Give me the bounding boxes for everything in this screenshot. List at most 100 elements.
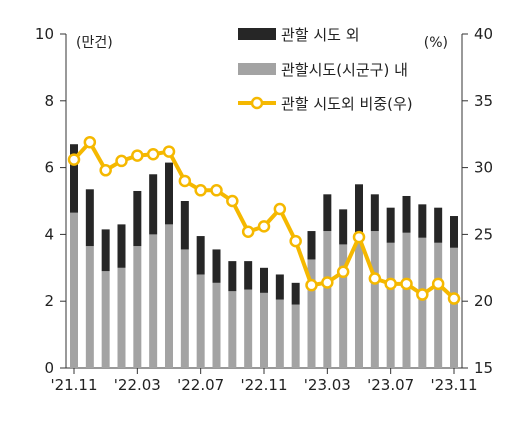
bar-outside — [370, 194, 379, 232]
bar-inside — [355, 234, 363, 368]
bar-inside — [196, 274, 205, 368]
bar-inside — [228, 291, 237, 368]
share-point — [178, 174, 192, 188]
x-tick-label: '22.11 — [240, 376, 287, 394]
left-tick-label: 4 — [44, 225, 54, 243]
bar-outside — [101, 229, 110, 272]
x-tick-label: '23.03 — [304, 376, 351, 394]
share-point — [447, 292, 461, 305]
bar-outside — [307, 231, 316, 260]
x-tick-label: '22.03 — [114, 376, 161, 394]
left-tick-label: 0 — [44, 359, 54, 377]
bar-outside — [149, 174, 158, 235]
right-tick-label: 40 — [474, 25, 493, 43]
bar-inside — [180, 249, 189, 368]
right-axis-unit: (%) — [424, 35, 448, 51]
right-ticks: 15 20 25 30 35 40 — [462, 25, 493, 377]
x-ticks: '21.11 '22.03 '22.07 '22.11 '23.03 '23.07 '23.… — [50, 368, 478, 394]
bar-outside — [323, 194, 332, 232]
bar-outside — [165, 162, 173, 225]
bar-outside — [228, 261, 237, 292]
left-tick-label: 8 — [44, 92, 54, 110]
right-tick-label: 35 — [474, 92, 493, 110]
x-tick-label: '22.07 — [177, 376, 224, 394]
bar-inside — [402, 232, 411, 368]
bar-inside — [370, 231, 379, 368]
bar-outside — [402, 195, 411, 233]
bar-inside — [418, 237, 427, 368]
bar-inside — [260, 292, 268, 368]
share-point — [115, 154, 128, 168]
share-point — [131, 149, 144, 162]
bar-outside — [386, 207, 395, 243]
share-point — [400, 277, 413, 291]
bar-inside — [450, 247, 458, 368]
bar-inside — [117, 267, 126, 368]
share-point — [336, 265, 350, 279]
legend-label-share: 관할 시도외 비중(우) — [281, 95, 413, 113]
share-point — [384, 277, 397, 291]
bar-outside — [450, 216, 458, 248]
share-point — [416, 288, 429, 301]
bar-inside — [244, 289, 253, 368]
bar-outside — [212, 249, 221, 283]
bar-inside — [149, 234, 158, 368]
share-point — [83, 135, 97, 149]
bar-inside — [212, 282, 221, 368]
bar-inside — [165, 224, 173, 368]
share-point — [289, 234, 302, 248]
right-tick-label: 15 — [474, 359, 493, 377]
legend-label-outside: 관할 시도 외 — [281, 26, 360, 44]
bar-inside — [386, 242, 395, 368]
x-tick-label: '21.11 — [50, 376, 97, 394]
legend-swatch-outside — [238, 28, 276, 40]
legend-label-inside: 관할시도(시군구) 내 — [281, 61, 408, 79]
bar-inside — [434, 242, 443, 368]
share-line-layer — [67, 135, 461, 305]
share-point — [241, 225, 255, 238]
bar-inside — [323, 231, 332, 368]
bar-inside — [85, 246, 94, 368]
bar-outside — [180, 201, 189, 250]
bar-outside — [117, 224, 126, 268]
bar-inside — [70, 212, 78, 368]
bar-inside — [275, 299, 284, 368]
left-axis-unit: (만건) — [76, 35, 113, 51]
bar-outside — [291, 282, 300, 305]
legend: 관할 시도 외 관할시도(시군구) 내 관할 시도외 비중(우) — [238, 26, 413, 113]
share-point — [226, 194, 239, 208]
bar-outside — [133, 190, 142, 247]
bar-outside — [355, 184, 363, 235]
bar-outside — [260, 267, 268, 293]
share-point — [194, 184, 207, 197]
share-point — [352, 230, 366, 244]
bar-inside — [101, 271, 110, 368]
legend-swatch-share-marker — [250, 96, 264, 110]
share-point — [67, 153, 81, 166]
share-point — [99, 164, 112, 177]
share-point — [162, 145, 176, 158]
bar-outside — [418, 204, 427, 238]
right-tick-label: 25 — [474, 225, 493, 243]
share-point — [210, 184, 223, 197]
bar-outside — [275, 274, 284, 300]
bar-outside — [70, 144, 78, 213]
right-tick-label: 30 — [474, 159, 493, 177]
bar-outside — [85, 189, 94, 247]
share-point — [146, 147, 160, 161]
bar-inside — [307, 259, 316, 368]
bar-inside — [133, 246, 142, 368]
share-point — [257, 220, 271, 233]
x-tick-label: '23.07 — [367, 376, 414, 394]
left-tick-label: 10 — [35, 25, 54, 43]
bar-outside — [244, 261, 253, 290]
share-point — [368, 272, 382, 285]
left-tick-label: 6 — [44, 159, 54, 177]
x-tick-label: '23.11 — [430, 376, 477, 394]
left-ticks: 0 2 4 6 8 10 — [35, 25, 66, 377]
bar-outside — [196, 236, 205, 275]
right-tick-label: 20 — [474, 292, 493, 310]
share-point — [321, 276, 334, 289]
left-tick-label: 2 — [44, 292, 54, 310]
